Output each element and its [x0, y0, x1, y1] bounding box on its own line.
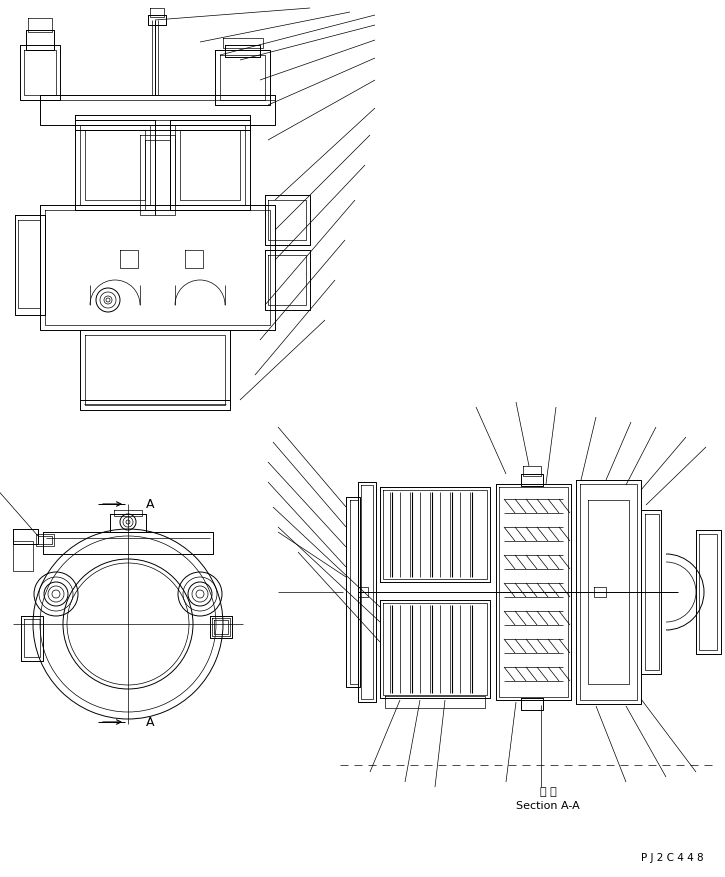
Text: A: A	[146, 497, 154, 510]
Text: Section A-A: Section A-A	[516, 801, 580, 811]
Text: P J 2 C 4 4 8: P J 2 C 4 4 8	[641, 853, 703, 863]
Text: A: A	[146, 716, 154, 729]
Text: 断 面: 断 面	[539, 787, 556, 797]
